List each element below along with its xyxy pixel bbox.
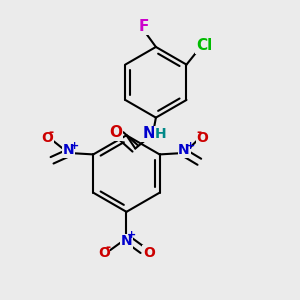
Text: O: O bbox=[98, 246, 110, 260]
Text: N: N bbox=[142, 126, 155, 141]
Text: Cl: Cl bbox=[196, 38, 212, 53]
Text: O: O bbox=[110, 125, 123, 140]
Text: +: + bbox=[127, 230, 136, 240]
Text: H: H bbox=[154, 127, 166, 141]
Text: O: O bbox=[196, 131, 208, 145]
Text: -: - bbox=[197, 126, 202, 139]
Text: -: - bbox=[105, 241, 110, 254]
Text: N: N bbox=[121, 234, 132, 248]
Text: N: N bbox=[63, 143, 75, 157]
Text: O: O bbox=[42, 131, 54, 145]
Text: F: F bbox=[139, 19, 149, 34]
Text: N: N bbox=[178, 143, 190, 157]
Text: +: + bbox=[70, 141, 80, 151]
Text: -: - bbox=[48, 126, 53, 139]
Text: +: + bbox=[186, 141, 195, 151]
Text: O: O bbox=[143, 246, 155, 260]
